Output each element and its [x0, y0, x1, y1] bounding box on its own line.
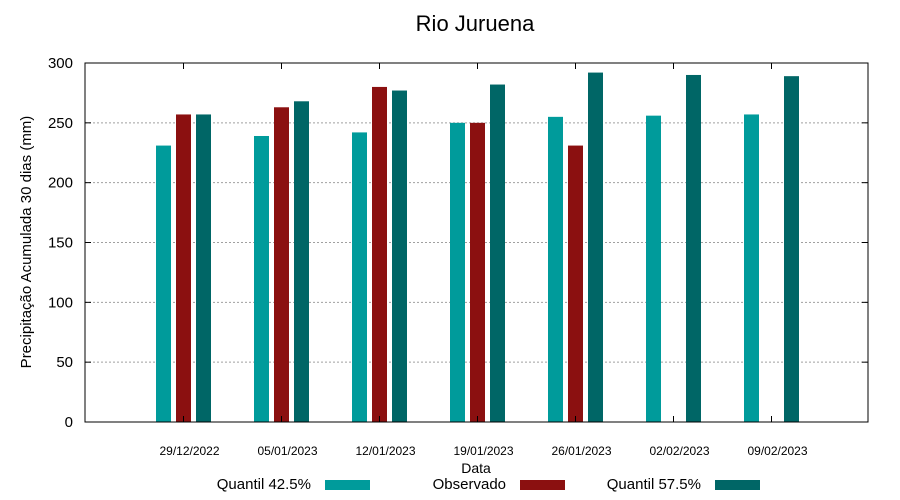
bar	[372, 86, 387, 422]
legend-label: Observado	[433, 476, 506, 493]
x-tick-label: 09/02/2023	[747, 444, 807, 458]
y-tick-label: 250	[48, 115, 73, 132]
bar	[254, 135, 269, 422]
y-axis-ticks: 0 50 100 150 200 250 300	[48, 55, 868, 431]
y-tick-label: 300	[48, 55, 73, 72]
x-axis-ticks: 29/12/2022 05/01/2023 12/01/2023 19/01/2023…	[159, 63, 808, 458]
bar	[176, 114, 191, 422]
bar	[196, 114, 211, 422]
bars	[156, 72, 799, 423]
legend-swatch	[325, 480, 370, 490]
y-tick-label: 150	[48, 235, 73, 252]
x-tick-label: 19/01/2023	[453, 444, 513, 458]
x-axis-label: Data	[461, 460, 491, 476]
x-tick-label: 26/01/2023	[551, 444, 611, 458]
y-axis-label: Precipitação Acumulada 30 dias (mm)	[18, 116, 35, 369]
bar	[588, 72, 603, 422]
x-tick-label: 12/01/2023	[355, 444, 415, 458]
bar	[294, 101, 309, 422]
bar	[744, 114, 759, 422]
legend-label: Quantil 42.5%	[217, 476, 311, 493]
bar	[646, 115, 661, 423]
legend-label: Quantil 57.5%	[607, 476, 701, 493]
bar	[156, 145, 171, 422]
bar	[686, 74, 701, 422]
bar	[568, 145, 583, 422]
y-tick-label: 200	[48, 175, 73, 192]
bar	[470, 122, 485, 422]
y-tick-label: 0	[65, 414, 73, 431]
x-tick-label: 05/01/2023	[257, 444, 317, 458]
legend-swatch	[715, 480, 760, 490]
y-tick-label: 100	[48, 294, 73, 311]
bar	[352, 132, 367, 422]
bar	[450, 122, 465, 422]
bar	[274, 107, 289, 422]
bar	[392, 90, 407, 423]
bar	[548, 116, 563, 422]
grid-lines	[85, 122, 868, 363]
bar	[784, 76, 799, 422]
x-tick-label: 29/12/2022	[159, 444, 219, 458]
legend-swatch	[520, 480, 565, 490]
bar	[490, 84, 505, 422]
x-tick-label: 02/02/2023	[649, 444, 709, 458]
chart-title: Rio Juruena	[416, 11, 535, 36]
legend: Quantil 42.5% Observado Quantil 57.5%	[217, 476, 760, 493]
y-tick-label: 50	[56, 354, 73, 371]
